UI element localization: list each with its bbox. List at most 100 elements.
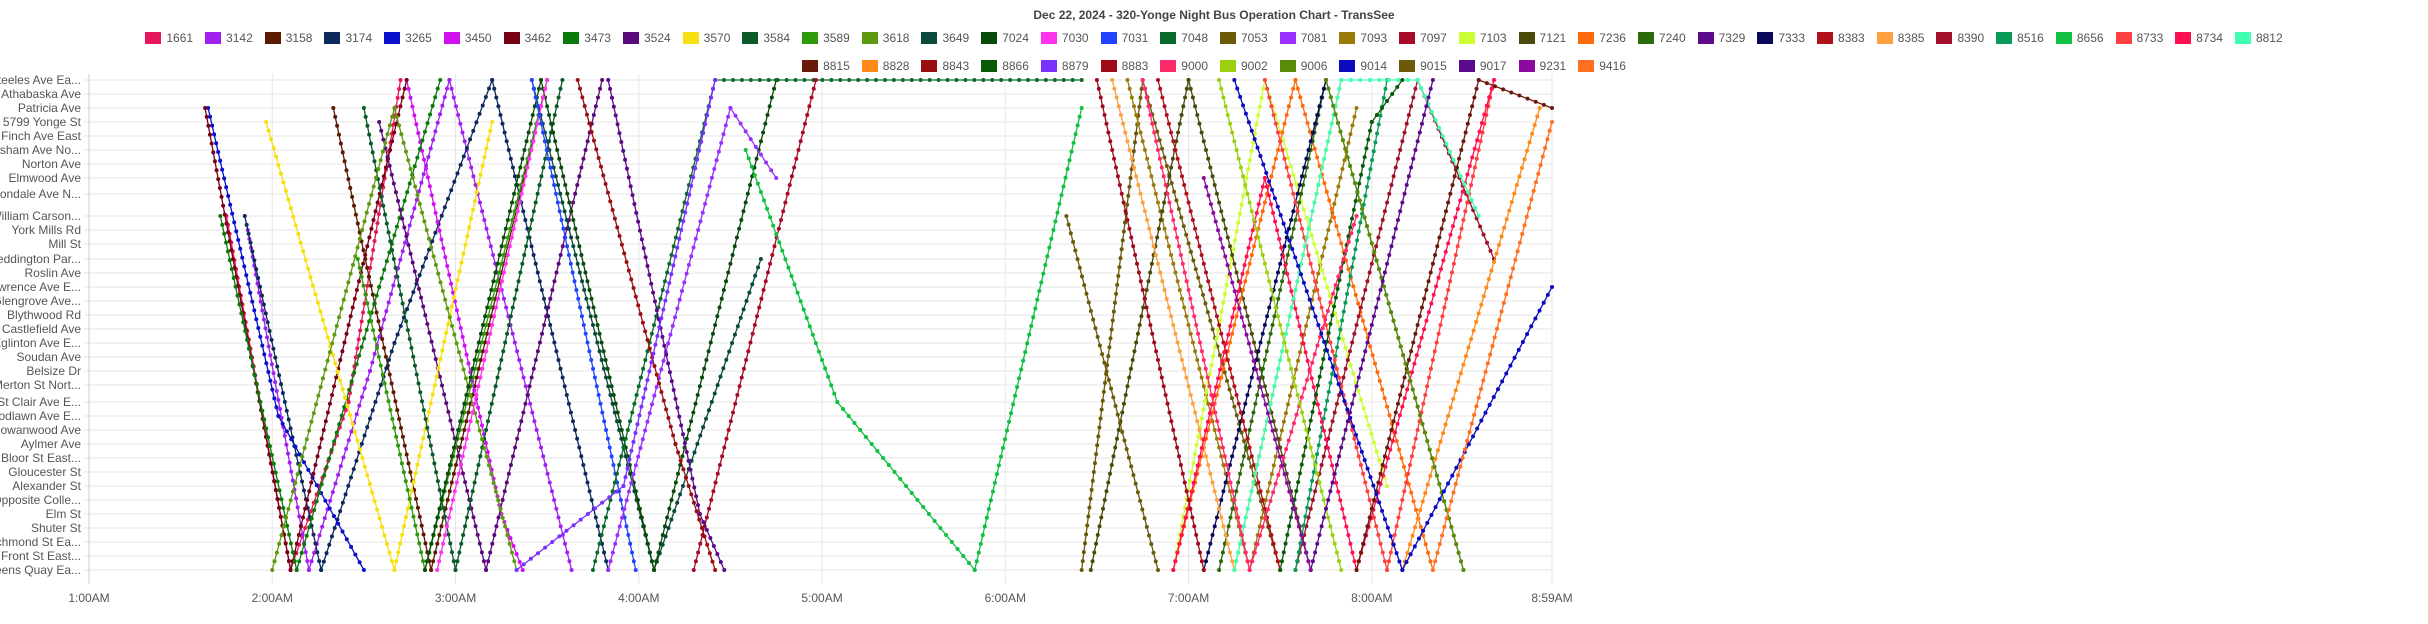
legend-item-3618[interactable]: 3618 (861, 30, 909, 46)
data-point-8733 (1415, 428, 1420, 432)
data-point-3584 (535, 191, 540, 196)
legend-item-3462[interactable]: 3462 (503, 30, 551, 46)
legend-item-7240[interactable]: 7240 (1637, 30, 1686, 46)
data-point-3142 (460, 130, 465, 135)
data-point-3618 (403, 149, 408, 154)
data-point-3649 (706, 408, 711, 413)
data-point-8843 (578, 86, 583, 91)
legend-item-7030[interactable]: 7030 (1040, 30, 1089, 46)
legend-item-8866[interactable]: 8866 (981, 58, 1029, 74)
data-point-7093 (1147, 165, 1152, 170)
legend-label: 7031 (1121, 31, 1149, 45)
data-point-8734 (1203, 428, 1208, 433)
data-point-7081 (659, 367, 664, 372)
legend-item-3174[interactable]: 3174 (324, 30, 372, 46)
legend-item-8383[interactable]: 8383 (1817, 30, 1865, 46)
legend-item-9416[interactable]: 9416 (1578, 58, 1626, 74)
data-point-3649 (730, 341, 735, 346)
legend-item-8385[interactable]: 8385 (1876, 30, 1924, 46)
legend-item-9000[interactable]: 9000 (1160, 58, 1208, 74)
data-point-7024 (468, 375, 473, 380)
data-point-9002 (1337, 559, 1342, 564)
legend-item-8843[interactable]: 8843 (921, 58, 969, 74)
legend-item-9002[interactable]: 9002 (1220, 58, 1268, 74)
data-point-3473 (415, 155, 420, 160)
legend-item-8390[interactable]: 8390 (1936, 30, 1984, 46)
legend-item-3450[interactable]: 3450 (443, 30, 492, 46)
legend-item-7053[interactable]: 7053 (1220, 30, 1268, 46)
legend-item-9014[interactable]: 9014 (1339, 58, 1387, 74)
legend-item-8815[interactable]: 8815 (802, 58, 850, 74)
legend-item-9006[interactable]: 9006 (1279, 58, 1327, 74)
data-point-3265 (228, 202, 233, 207)
data-point-8733 (1273, 121, 1278, 126)
data-point-8815 (1474, 86, 1479, 91)
data-point-9017 (1356, 375, 1361, 380)
legend-item-8733[interactable]: 8733 (2115, 30, 2163, 46)
data-point-8812 (1291, 296, 1296, 301)
legend-item-3142[interactable]: 3142 (205, 30, 253, 46)
data-point-7048 (945, 78, 950, 82)
data-point-8815 (1367, 515, 1372, 520)
legend-item-9017[interactable]: 9017 (1458, 58, 1507, 74)
data-point-8828 (1537, 106, 1542, 110)
legend-item-7103[interactable]: 7103 (1458, 30, 1507, 46)
data-point-3462 (354, 288, 359, 292)
legend-item-8516[interactable]: 8516 (1996, 30, 2044, 46)
data-point-3174 (376, 391, 381, 396)
data-point-8734 (1240, 271, 1245, 276)
data-point-3265 (238, 246, 243, 251)
data-point-7053 (1085, 523, 1090, 528)
data-point-3649 (599, 358, 604, 362)
legend-item-7121[interactable]: 7121 (1518, 30, 1566, 46)
legend-item-7236[interactable]: 7236 (1578, 30, 1626, 46)
data-point-3524 (444, 401, 449, 406)
legend-item-7081[interactable]: 7081 (1279, 30, 1327, 46)
data-point-8815 (1501, 87, 1506, 92)
legend-item-7031[interactable]: 7031 (1100, 30, 1149, 46)
legend-item-1661[interactable]: 1661 (145, 30, 193, 46)
data-point-8734 (1232, 306, 1237, 311)
data-point-9015 (1071, 239, 1076, 244)
data-point-7121 (1148, 270, 1153, 275)
data-point-8383 (1225, 358, 1230, 362)
legend-item-8734[interactable]: 8734 (2175, 30, 2223, 46)
data-point-8734 (1470, 155, 1475, 160)
data-point-7329 (682, 441, 687, 446)
data-point-7103 (1366, 423, 1371, 428)
legend-item-3570[interactable]: 3570 (682, 30, 730, 46)
legend-item-9015[interactable]: 9015 (1399, 58, 1447, 74)
legend-item-3584[interactable]: 3584 (742, 30, 790, 46)
legend-item-3473[interactable]: 3473 (563, 30, 611, 46)
data-point-3174 (537, 279, 542, 284)
data-point-7093 (1155, 200, 1160, 205)
data-point-7081 (647, 411, 652, 416)
data-point-9231 (1289, 498, 1294, 503)
data-point-7048 (748, 78, 753, 82)
legend-item-3649[interactable]: 3649 (921, 30, 969, 46)
data-point-7093 (1195, 358, 1200, 362)
legend-item-7097[interactable]: 7097 (1399, 30, 1447, 46)
legend-item-8828[interactable]: 8828 (861, 58, 909, 74)
legend-item-3158[interactable]: 3158 (264, 30, 312, 46)
legend-item-7093[interactable]: 7093 (1339, 30, 1387, 46)
legend-item-3589[interactable]: 3589 (802, 30, 850, 46)
legend-item-8879[interactable]: 8879 (1040, 58, 1089, 74)
legend-item-7333[interactable]: 7333 (1757, 30, 1805, 46)
legend-item-8656[interactable]: 8656 (2055, 30, 2104, 46)
legend-item-7329[interactable]: 7329 (1697, 30, 1745, 46)
legend-item-3524[interactable]: 3524 (622, 30, 671, 46)
data-point-8812 (1259, 445, 1264, 450)
data-point-3584 (425, 425, 430, 430)
legend-item-3265[interactable]: 3265 (384, 30, 432, 46)
legend-item-7024[interactable]: 7024 (981, 30, 1029, 46)
legend-item-9231[interactable]: 9231 (1518, 58, 1566, 74)
data-point-9231 (1204, 184, 1209, 189)
data-point-3570 (392, 568, 397, 572)
legend-item-8883[interactable]: 8883 (1100, 58, 1148, 74)
legend-item-7048[interactable]: 7048 (1160, 30, 1208, 46)
legend-item-8812[interactable]: 8812 (2234, 30, 2283, 46)
data-point-8390 (1308, 506, 1313, 511)
data-point-8385 (1127, 148, 1132, 152)
data-point-7024 (724, 279, 729, 284)
